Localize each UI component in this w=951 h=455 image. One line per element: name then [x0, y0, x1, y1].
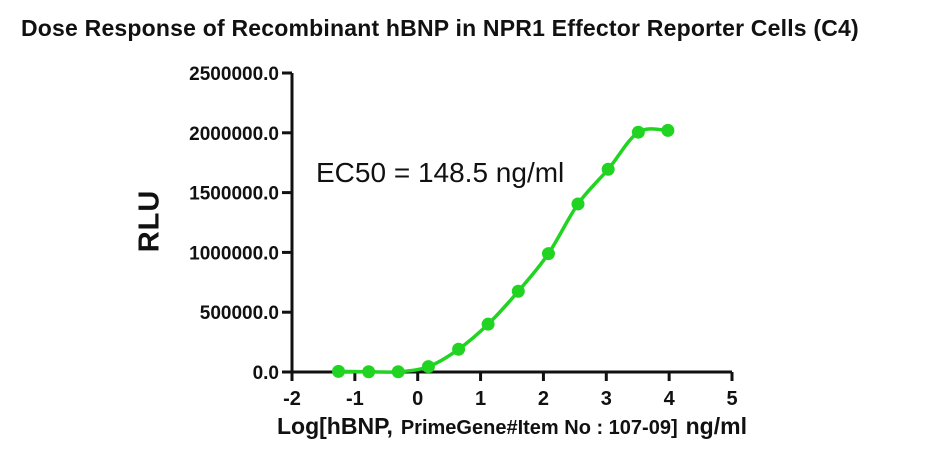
chart-title: Dose Response of Recombinant hBNP in NPR…	[21, 15, 859, 41]
y-axis-label: RLU	[133, 189, 166, 253]
data-point	[421, 360, 435, 374]
x-axis-label-prefix: Log[hBNP,	[277, 413, 393, 439]
data-point	[391, 365, 405, 379]
x-tick-label: 5	[726, 388, 737, 410]
data-point	[661, 123, 675, 137]
y-tick-label: 1000000.0	[189, 243, 279, 264]
x-tick-label: 0	[412, 388, 423, 410]
data-point	[452, 342, 466, 356]
x-tick-label: -2	[283, 388, 301, 410]
data-point	[541, 247, 555, 261]
data-point	[601, 162, 615, 176]
data-point	[571, 197, 585, 211]
x-tick-label: 3	[601, 388, 612, 410]
data-point	[362, 365, 376, 379]
y-tick-label: 0.0	[253, 363, 279, 384]
y-tick-label: 1500000.0	[189, 184, 279, 205]
ec50-annotation: EC50 = 148.5 ng/ml	[316, 157, 565, 188]
x-tick-label: 1	[475, 388, 486, 410]
x-axis-label: Log[hBNP, PrimeGene#Item No : 107-09] ng…	[277, 413, 747, 440]
data-point	[481, 317, 495, 331]
data-point	[511, 284, 525, 298]
x-axis-label-catalog: PrimeGene#Item No : 107-09]	[400, 417, 678, 439]
x-tick-label: 4	[664, 388, 676, 410]
x-tick-label: -1	[346, 388, 364, 410]
x-tick-label: 2	[538, 388, 549, 410]
y-tick-label: 2000000.0	[189, 124, 279, 145]
data-point	[332, 364, 346, 378]
x-axis-label-units: ng/ml	[685, 413, 747, 439]
y-tick-label: 2500000.0	[189, 64, 279, 85]
data-point	[631, 125, 645, 139]
y-tick-label: 500000.0	[200, 303, 279, 324]
